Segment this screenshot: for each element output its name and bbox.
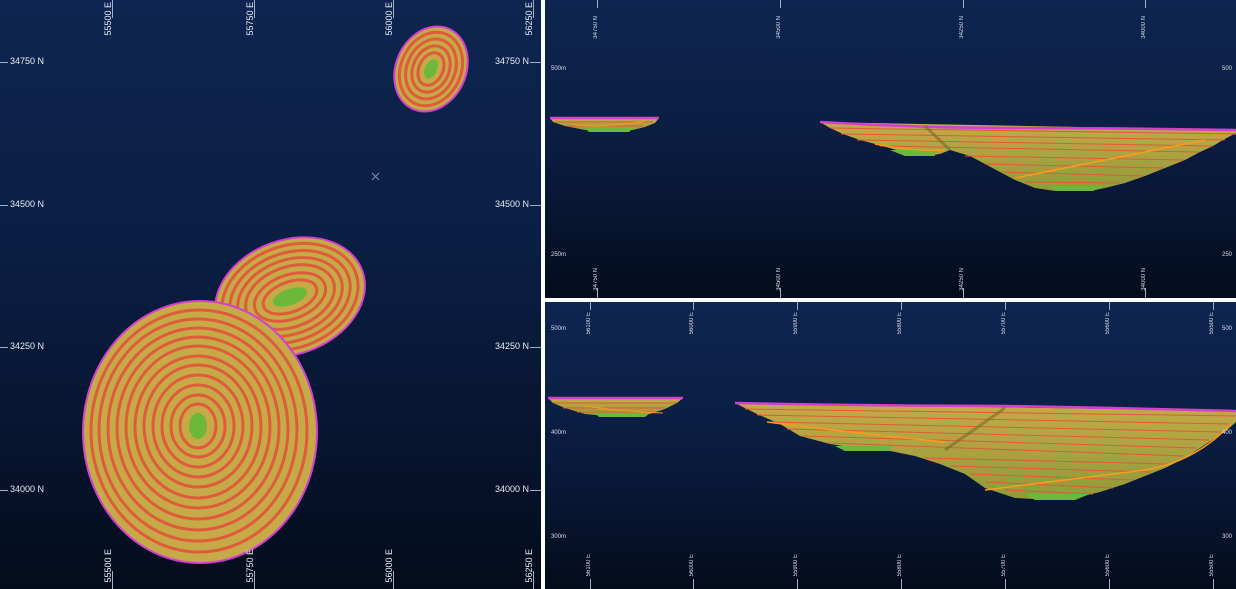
section-bottom-label: 55500 E [1209,554,1215,577]
large-pit-section [734,401,1236,500]
section-bottom-label: 34000 N [1141,268,1147,291]
northing-label: 34000 N [10,484,45,494]
elevation-label: 400 [1222,430,1233,436]
section-top-label: 34000 N [1141,16,1147,39]
easting-label: 56250 E [524,2,534,36]
section-top-label: 55500 E [1209,312,1215,335]
section-bottom-label: 55900 E [793,554,799,577]
northing-label: 34500 N [10,199,45,209]
easting-label: 55750 E [245,549,255,583]
easting-label: 56250 E [524,549,534,583]
northing-label: 34250 N [10,341,45,351]
easting-label: 55750 E [245,2,255,36]
plan-view-viewport[interactable]: 55500 E 55750 E 56000 E 56250 E 55500 E … [0,0,541,589]
elevation-label: 300 [1222,534,1233,540]
section-top-label: 34500 N [776,16,782,39]
small-pit-section [550,116,659,132]
northing-label: 34250 N [495,341,530,351]
elevation-label: 250 [1222,252,1233,258]
section-top-label: 34250 N [959,16,965,39]
section-top-label: 55700 E [1001,312,1007,335]
section-bottom-label: 55600 E [1105,554,1111,577]
elevation-label: 500m [551,66,567,72]
section-top-label: 55800 E [897,312,903,335]
section-bottom-label: 56100 E [586,554,592,577]
main-pit-plan [82,300,318,564]
northing-label: 34750 N [495,56,530,66]
easting-label: 55500 E [103,2,113,36]
north-section-viewport[interactable]: 34750 N 34500 N 34250 N 34000 N 34750 N … [545,0,1236,298]
small-pit-section [548,396,683,417]
section-top-label: 55900 E [793,312,799,335]
elevation-label: 300m [551,534,567,540]
easting-label: 56000 E [384,549,394,583]
easting-label: 56000 E [384,2,394,36]
small-pit-plan [393,25,469,113]
northing-label: 34500 N [495,199,530,209]
elevation-label: 250m [551,252,567,258]
section-bottom-label: 55700 E [1001,554,1007,577]
cross-marker-icon [371,172,380,181]
elevation-label: 400m [551,430,567,436]
section-bottom-label: 34750 N [593,268,599,291]
section-top-label: 55600 E [1105,312,1111,335]
east-section-drawing [548,396,1236,500]
east-section-viewport[interactable]: 56100 E 56000 E 55900 E 55800 E 55700 E … [545,302,1236,589]
large-pit-section [819,120,1236,191]
section-bottom-label: 34250 N [959,268,965,291]
elevation-label: 500 [1222,66,1233,72]
northing-label: 34750 N [10,56,45,66]
pit-plan-drawing [82,25,469,564]
section-top-label: 56000 E [689,312,695,335]
elevation-label: 500m [551,326,567,332]
section-bottom-label: 55800 E [897,554,903,577]
section-top-label: 34750 N [593,16,599,39]
section-bottom-label: 34500 N [776,268,782,291]
section-top-label: 56100 E [586,312,592,335]
elevation-label: 500 [1222,326,1233,332]
northing-label: 34000 N [495,484,530,494]
easting-label: 55500 E [103,549,113,583]
north-section-drawing [550,116,1236,191]
section-bottom-label: 56000 E [689,554,695,577]
